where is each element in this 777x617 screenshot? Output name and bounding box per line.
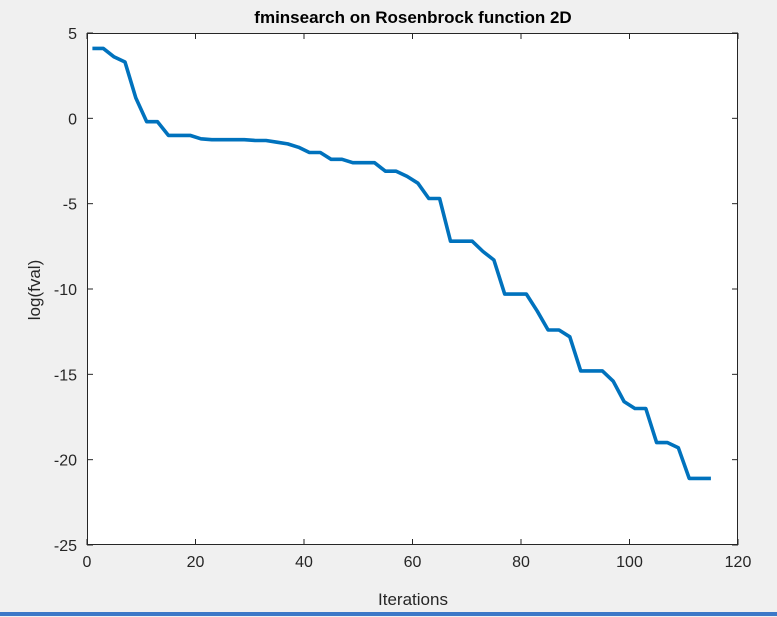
window-bottom-edge — [0, 612, 777, 616]
x-tick-label: 120 — [725, 554, 752, 571]
y-tick-label: -15 — [54, 367, 77, 384]
x-tick-label: 60 — [404, 554, 422, 571]
y-tick-label: -5 — [63, 197, 77, 214]
x-axis-label: Iterations — [378, 590, 448, 609]
y-tick-label: 0 — [68, 111, 77, 128]
y-axis-label: log(fval) — [25, 260, 44, 320]
chart-title: fminsearch on Rosenbrock function 2D — [254, 8, 571, 27]
axes-box — [87, 33, 738, 545]
x-tick-label: 0 — [83, 554, 92, 571]
axes-background — [87, 33, 738, 545]
series-line — [92, 46, 711, 481]
x-tick-label: 20 — [187, 554, 205, 571]
tick-label-layer: 0 20 40 60 80 100 120 5 0 -5 -10 -15 -20 -25 — [54, 26, 752, 571]
x-tick-label: 80 — [512, 554, 530, 571]
y-tick-label: -20 — [54, 453, 77, 470]
y-tick-label: -25 — [54, 538, 77, 555]
x-tick-label: 100 — [616, 554, 643, 571]
y-tick-label: 5 — [68, 26, 77, 43]
y-tick-label: -10 — [54, 282, 77, 299]
x-tick-label: 40 — [295, 554, 313, 571]
